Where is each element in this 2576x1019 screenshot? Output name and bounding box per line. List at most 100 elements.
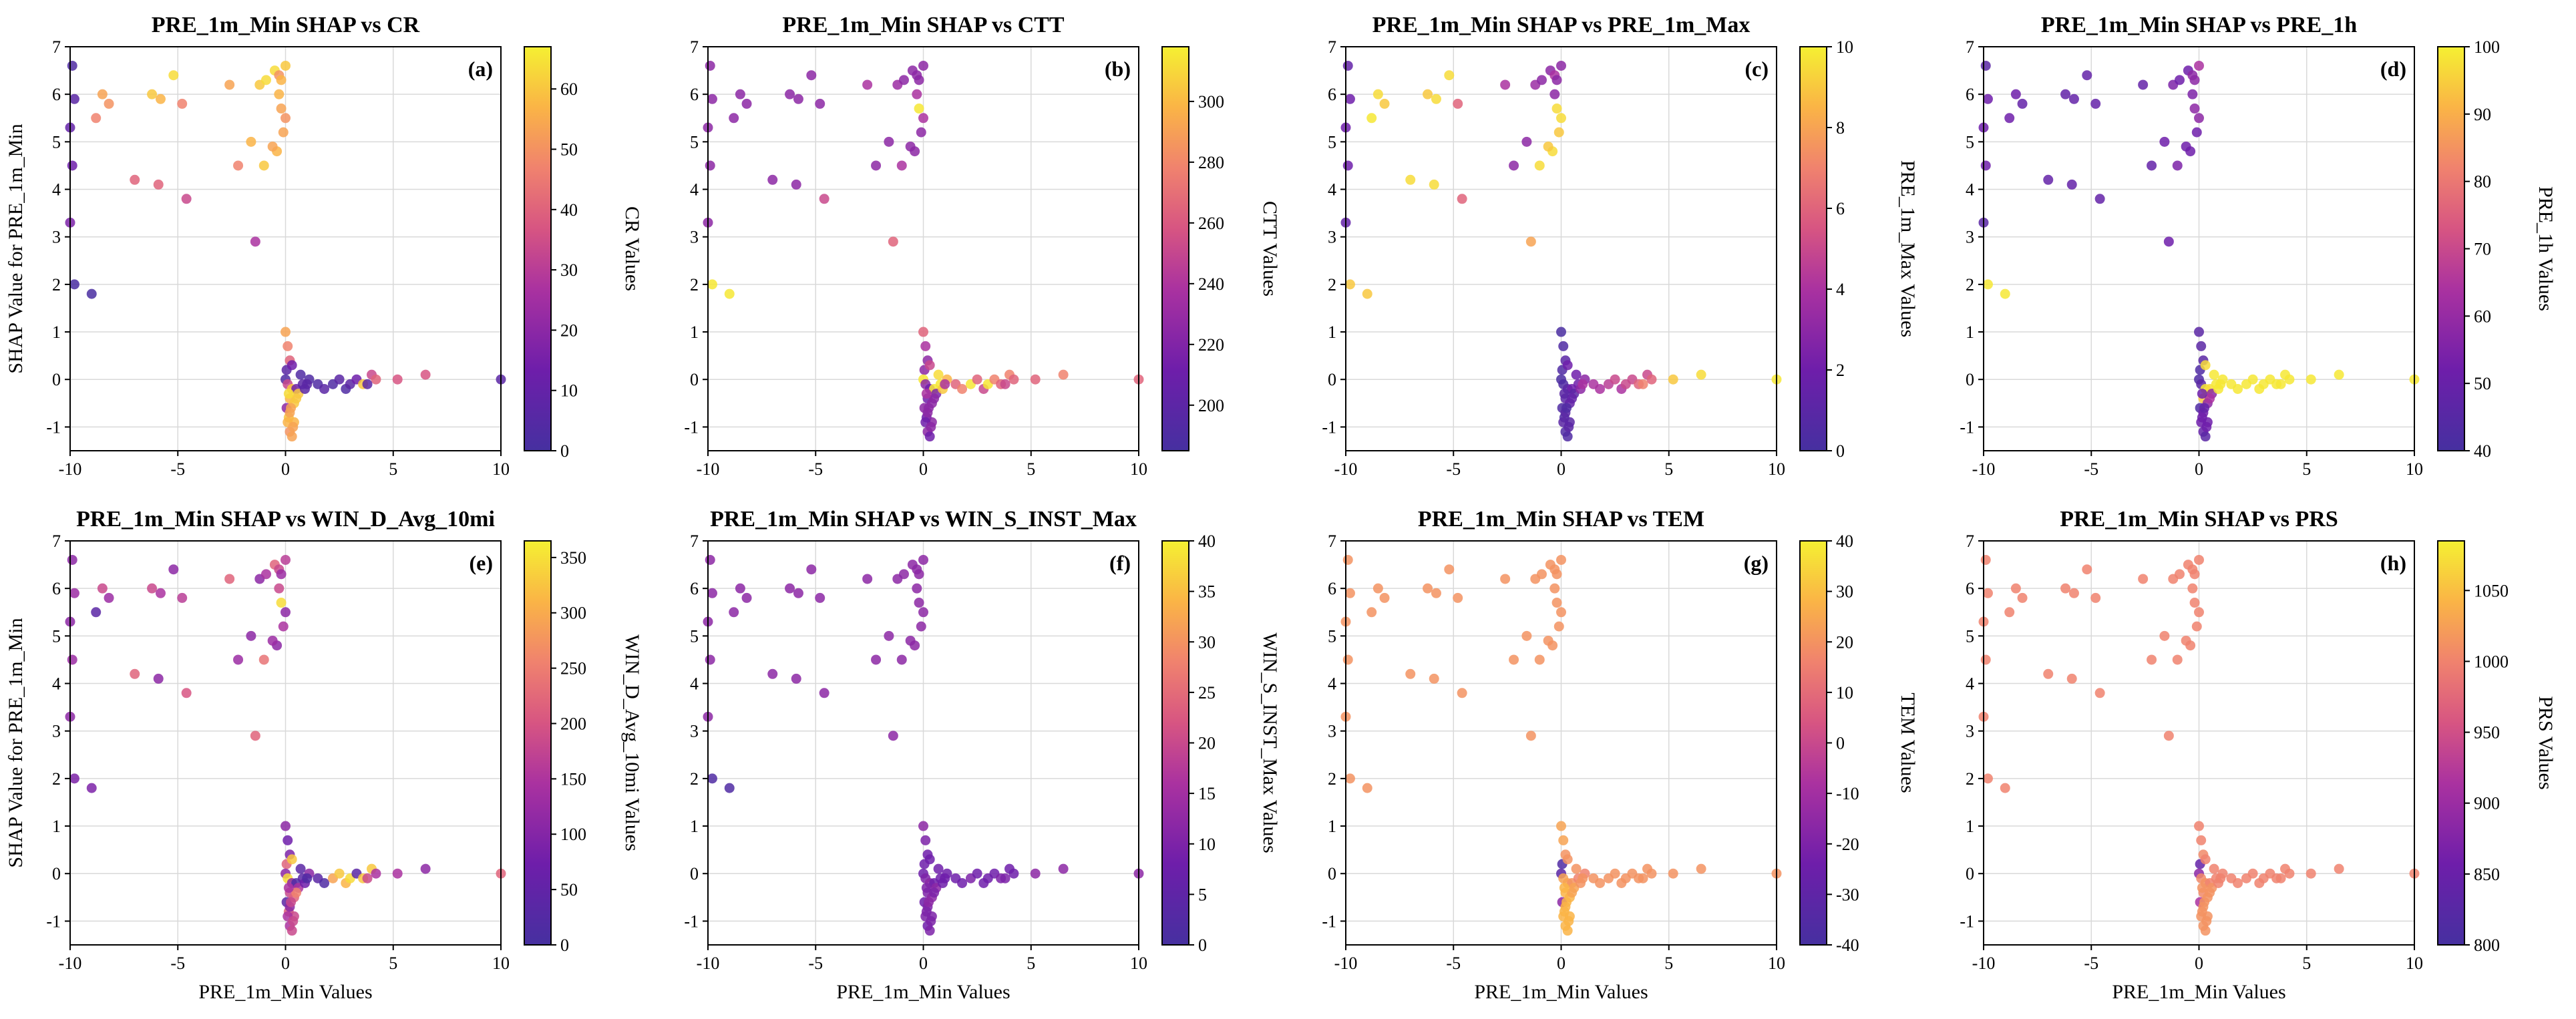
data-point (1534, 160, 1545, 171)
data-point (392, 868, 403, 879)
data-point (260, 569, 271, 580)
data-point (1543, 141, 1553, 152)
colorbar-tick-label: 850 (2474, 865, 2500, 884)
data-point (2215, 379, 2226, 389)
data-point (224, 79, 235, 90)
data-point (1668, 374, 1678, 385)
colorbar-tick-label: 300 (1198, 92, 1224, 112)
data-point (2017, 592, 2028, 603)
data-point (707, 93, 717, 104)
x-tick-label: 0 (1557, 459, 1566, 479)
x-tick-label: -5 (170, 954, 185, 973)
data-point (2010, 583, 2021, 594)
data-point (1008, 374, 1019, 385)
data-point (1429, 179, 1439, 190)
y-tick-label: 5 (1966, 626, 1974, 646)
colorbar-tick-label: 20 (1198, 734, 1216, 753)
data-point (1571, 863, 1582, 874)
data-point (2194, 327, 2204, 337)
data-point (2194, 554, 2204, 565)
y-tick-label: 1 (1966, 817, 1974, 836)
y-tick-label: 1 (52, 817, 61, 836)
x-axis-label: PRE_1m_Min Values (1474, 981, 1648, 1003)
y-tick-label: 0 (1328, 864, 1336, 883)
data-point (918, 60, 928, 71)
y-tick-label: 6 (1328, 85, 1336, 104)
x-tick-label: 0 (1557, 954, 1566, 973)
panel-d: PRE_1m_Min SHAP vs PRE_1h-10 -5 0 5 10-10123… (1960, 13, 2557, 479)
data-point (281, 327, 291, 337)
data-point (2233, 877, 2243, 888)
data-point (2194, 607, 2204, 618)
y-tick-label: 6 (690, 579, 699, 598)
data-point (86, 783, 97, 793)
data-point (276, 598, 287, 608)
data-point (924, 897, 934, 907)
data-point (2199, 403, 2210, 413)
panel-title: PRE_1m_Min SHAP vs WIN_S_INST_Max (710, 507, 1137, 532)
colorbar-tick-label: 40 (1198, 532, 1216, 551)
y-tick-label: 3 (690, 228, 699, 247)
data-point (1457, 194, 1467, 204)
data-point (69, 93, 79, 104)
data-point (1058, 369, 1069, 380)
data-point (926, 915, 936, 926)
x-tick-label: 10 (492, 954, 510, 973)
data-point (871, 654, 882, 665)
data-point (2191, 621, 2202, 632)
data-point (1638, 873, 1648, 883)
data-point (2090, 98, 2101, 109)
data-point (1563, 915, 1574, 926)
data-point (287, 926, 297, 936)
data-point (1551, 75, 1562, 85)
data-point (392, 374, 403, 385)
colorbar-tick-label: 5 (1198, 885, 1207, 904)
colorbar-tick-label: 10 (560, 381, 578, 401)
data-point (2275, 379, 2286, 389)
data-point (1556, 607, 1566, 618)
data-point (291, 393, 302, 404)
data-point (2010, 89, 2021, 99)
data-point (91, 113, 102, 124)
y-tick-label: 7 (1966, 37, 1974, 57)
y-tick-label: 1 (1966, 323, 1974, 342)
data-point (295, 863, 306, 874)
data-point (2201, 421, 2212, 432)
data-point (888, 236, 898, 247)
y-tick-label: 4 (1328, 674, 1336, 694)
data-point (362, 379, 373, 389)
data-point (1578, 873, 1588, 883)
colorbar-tick-label: 0 (560, 936, 569, 955)
colorbar-label: WIN_D_Avg_10mi Values (621, 634, 643, 851)
y-tick-label: 0 (52, 864, 61, 883)
x-axis-label: PRE_1m_Min Values (836, 981, 1010, 1003)
data-point (1372, 89, 1383, 99)
data-point (888, 731, 898, 741)
data-point (1559, 883, 1570, 893)
y-tick-label: 6 (690, 85, 699, 104)
y-tick-label: -1 (684, 911, 699, 931)
data-point (1980, 160, 1991, 171)
data-point (2194, 113, 2204, 124)
y-tick-label: 0 (52, 370, 61, 389)
data-point (1551, 598, 1562, 608)
data-point (69, 773, 79, 784)
data-point (1556, 113, 1566, 124)
data-point (1980, 554, 1991, 565)
data-point (929, 393, 940, 404)
data-point (2306, 868, 2316, 879)
data-point (1423, 89, 1433, 99)
y-tick-label: 1 (690, 323, 699, 342)
data-point (793, 588, 803, 598)
data-point (97, 89, 108, 99)
data-point (1453, 592, 1463, 603)
data-point (1561, 897, 1572, 907)
data-point (1595, 877, 1606, 888)
data-point (918, 327, 928, 337)
data-point (147, 89, 158, 99)
panel-title: PRE_1m_Min SHAP vs PRE_1h (2041, 13, 2357, 37)
x-tick-label: 5 (2302, 954, 2311, 973)
data-point (1563, 421, 1574, 432)
panel-title: PRE_1m_Min SHAP vs CR (152, 13, 420, 37)
data-point (1444, 564, 1455, 575)
